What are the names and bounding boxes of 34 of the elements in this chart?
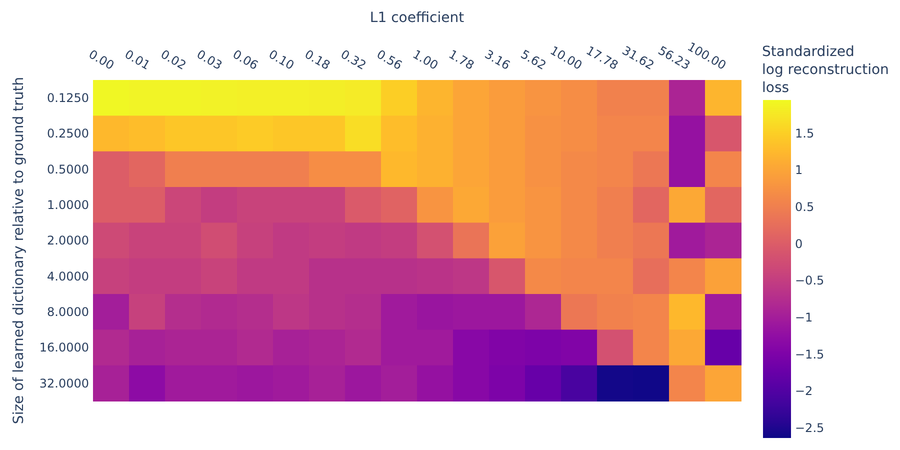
x-tick-label: 1.00 <box>410 47 440 73</box>
color-bar-label: −2 <box>795 384 813 398</box>
y-tick-label: 2.0000 <box>47 234 89 248</box>
y-tick-label: 32.0000 <box>39 376 89 390</box>
x-tick-label: 0.32 <box>338 47 368 73</box>
x-axis-title: L1 coefficient <box>370 10 465 26</box>
x-tick-label: 5.62 <box>518 47 548 73</box>
y-tick-label: 8.0000 <box>47 305 89 320</box>
color-bar-label: 1 <box>795 163 803 178</box>
color-bar-label: −2.5 <box>795 420 824 435</box>
x-tick-label: 0.18 <box>302 47 332 73</box>
x-tick-label: 0.56 <box>374 47 404 73</box>
x-tick-label: 0.06 <box>230 47 260 73</box>
y-tick-label: 4.0000 <box>47 269 89 284</box>
x-tick-label: 1.78 <box>446 47 476 73</box>
x-tick-label: 0.00 <box>86 47 116 73</box>
color-bar-label: 0.5 <box>795 200 814 214</box>
y-tick-label: 0.2500 <box>47 126 89 141</box>
y-tick-label: 1.0000 <box>47 198 89 212</box>
x-tick-label: 0.03 <box>194 47 224 73</box>
x-tick-label: 0.01 <box>122 47 152 73</box>
y-axis-title: Size of learned dictionary relative to ground truth <box>11 76 27 424</box>
x-tick-label: 3.16 <box>482 47 512 73</box>
color-bar-label: −0.5 <box>795 274 824 288</box>
y-tick-label: 0.1250 <box>47 91 89 106</box>
y-tick-label: 16.0000 <box>39 340 89 355</box>
x-tick-label: 0.10 <box>266 47 296 73</box>
color-bar-title: Standardized log reconstruction loss <box>762 44 889 96</box>
color-bar-label: −1.5 <box>795 347 824 362</box>
y-tick-label: 0.5000 <box>47 162 89 176</box>
color-bar-label: 0 <box>795 236 803 251</box>
x-tick-label: 0.02 <box>158 47 188 73</box>
color-bar-label: 1.5 <box>795 126 814 140</box>
color-bar-label: −1 <box>795 310 813 324</box>
